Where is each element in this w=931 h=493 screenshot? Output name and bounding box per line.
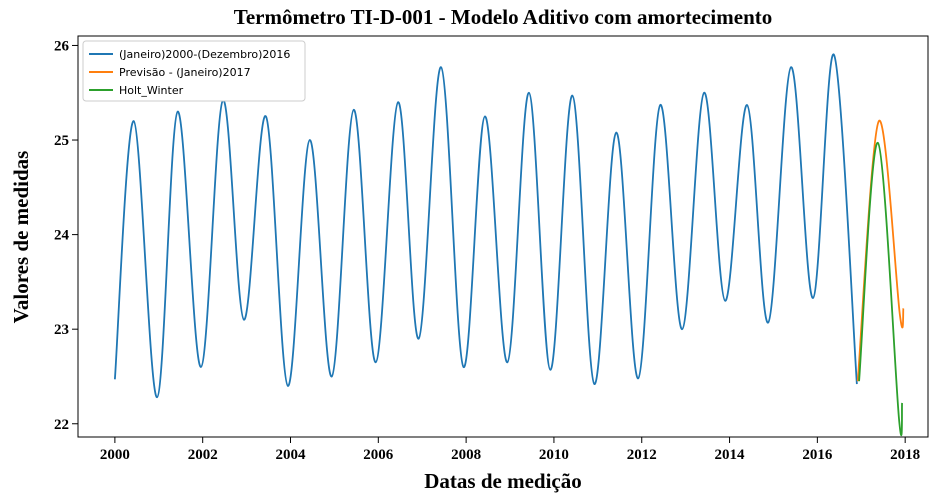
x-tick-label: 2006 (363, 447, 394, 463)
chart-title: Termômetro TI-D-001 - Modelo Aditivo com… (234, 5, 773, 29)
legend: (Janeiro)2000-(Dezembro)2016 Previsão - (… (82, 40, 306, 102)
plot-frame (77, 35, 929, 438)
x-tick-label: 2010 (539, 447, 569, 463)
y-tick-label: 26 (54, 38, 70, 54)
legend-label: Previsão - (Janeiro)2017 (119, 66, 251, 79)
y-tick-label: 25 (54, 133, 69, 149)
x-tick-label: 2018 (890, 447, 920, 463)
x-axis-label: Datas de medição (424, 469, 581, 493)
y-axis-label: Valores de medidas (9, 151, 33, 324)
x-tick-label: 2016 (802, 447, 833, 463)
legend-label: (Janeiro)2000-(Dezembro)2016 (119, 48, 290, 61)
x-tick-label: 2002 (188, 447, 218, 463)
x-tick-label: 2008 (451, 447, 481, 463)
y-tick-label: 23 (54, 322, 69, 338)
y-tick-label: 24 (54, 228, 70, 244)
x-tick-label: 2004 (276, 447, 307, 463)
x-tick-label: 2014 (715, 447, 746, 463)
series-line (113, 53, 858, 399)
x-tick-label: 2000 (100, 447, 130, 463)
series-line (858, 141, 903, 437)
legend-frame (82, 40, 306, 102)
y-tick-label: 22 (54, 417, 69, 433)
legend-label: Holt_Winter (119, 84, 184, 97)
x-tick-label: 2012 (627, 447, 657, 463)
